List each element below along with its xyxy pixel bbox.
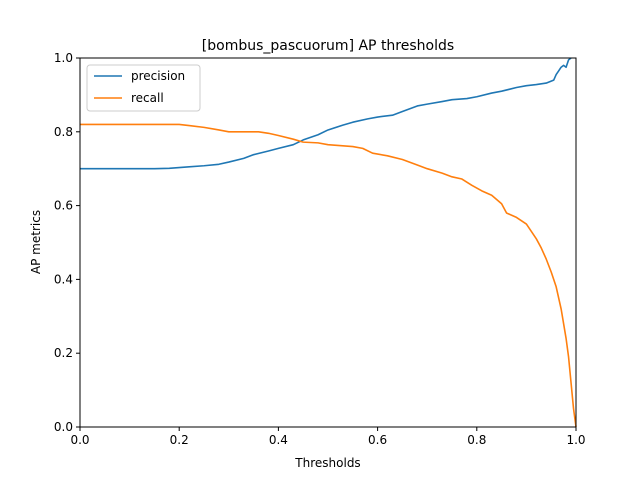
x-tick-label: 0.4: [269, 433, 288, 447]
axis-ticks: 0.0 0.2 0.4 0.6 0.8 1.0 0.0 0.2 0.4 0.6 0.8 1.0: [54, 51, 586, 447]
plot-lines: [80, 57, 577, 428]
y-tick-label: 0.2: [54, 346, 73, 360]
chart-title: [bombus_pascuorum] AP thresholds: [202, 38, 454, 54]
x-tick-label: 0.0: [70, 433, 89, 447]
y-tick-label: 0.8: [54, 125, 73, 139]
y-tick-label: 0.6: [54, 199, 73, 213]
x-tick-label: 0.6: [368, 433, 387, 447]
x-tick-label: 0.2: [170, 433, 189, 447]
x-tick-label: 1.0: [566, 433, 585, 447]
x-tick-label: 0.8: [467, 433, 486, 447]
series-line-recall: [80, 123, 577, 428]
y-axis-label: AP metrics: [29, 210, 43, 274]
y-tick-label: 0.4: [54, 272, 73, 286]
y-tick-label: 0.0: [54, 420, 73, 434]
legend-label-precision: precision: [131, 69, 185, 83]
y-tick-label: 1.0: [54, 51, 73, 65]
series-line-precision: [80, 57, 572, 170]
legend: precision recall: [86, 64, 201, 112]
plot-frame: [79, 57, 577, 428]
x-axis-label: Thresholds: [294, 456, 360, 470]
legend-label-recall: recall: [131, 91, 164, 105]
